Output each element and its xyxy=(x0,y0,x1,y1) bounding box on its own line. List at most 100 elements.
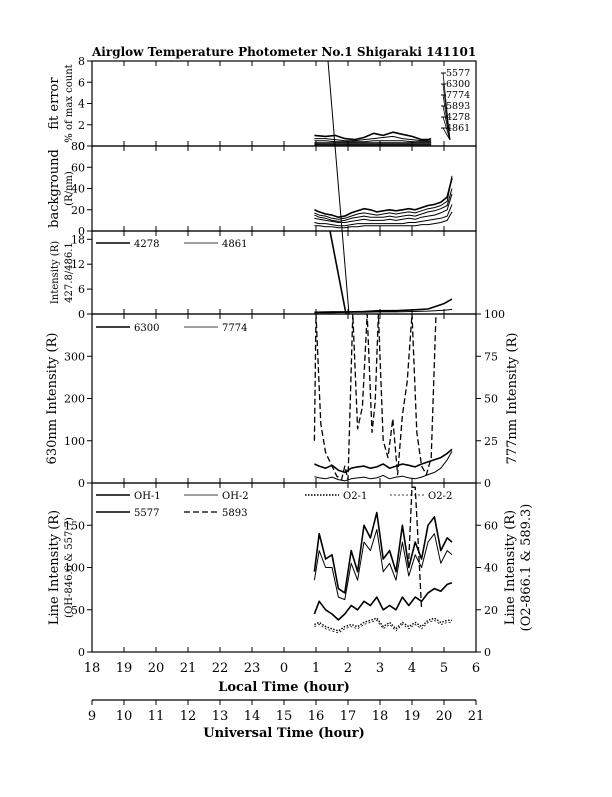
series-line-line-intensity-5893 xyxy=(408,486,423,610)
legend-label: 5893 xyxy=(222,508,247,519)
y-right-tick-label: 100 xyxy=(484,308,505,321)
y-tick-label: 60 xyxy=(71,161,85,174)
y-axis-label-line2: (OH-846.6 & 557.7) xyxy=(64,517,75,618)
series-line-fit-error-2 xyxy=(314,140,432,143)
x-tick-label-ut: 20 xyxy=(436,709,453,724)
series-line-fit-error-1 xyxy=(314,135,432,142)
x-tick-label-ut: 14 xyxy=(244,709,261,724)
y-tick-label: 6 xyxy=(78,283,85,296)
series-line-line-intensity-5577 xyxy=(313,581,453,621)
y-right-tick-label: 60 xyxy=(484,519,498,532)
legend-label: 4278 xyxy=(134,239,159,250)
y-tick-label: 12 xyxy=(71,258,85,271)
x-tick-label-ut: 9 xyxy=(88,709,96,724)
y-tick-label: 80 xyxy=(71,140,85,153)
wavelength-pointer-line xyxy=(442,127,451,141)
series-line-line-intensity-O2-2 xyxy=(314,619,452,634)
x-tick-label-local: 18 xyxy=(84,661,101,676)
x-tick-label-ut: 11 xyxy=(148,709,165,724)
series-line-background-5 xyxy=(314,211,453,229)
y-right-tick-label: 25 xyxy=(484,435,498,448)
y-right-tick-label: 50 xyxy=(484,393,498,406)
y-right-tick-label: 0 xyxy=(484,477,491,490)
y-axis-label: 630nm Intensity (R) xyxy=(45,333,60,465)
y-tick-label: 8 xyxy=(78,55,85,68)
diagonal-trace-line xyxy=(327,60,350,315)
x-tick-label-local: 20 xyxy=(148,661,165,676)
x-tick-label-ut: 19 xyxy=(404,709,421,724)
x-tick-label-ut: 15 xyxy=(276,709,293,724)
wavelength-label: 4278 xyxy=(446,112,470,123)
y-axis-label-line2: 427.8/486.1 xyxy=(64,242,75,303)
x-tick-label-ut: 21 xyxy=(468,709,485,724)
y-tick-label: 6 xyxy=(78,76,85,89)
x-tick-label-local: 6 xyxy=(472,661,480,676)
y-right-tick-label: 0 xyxy=(484,646,491,659)
y-tick-label: 0 xyxy=(78,225,85,238)
y-tick-label: 2 xyxy=(78,119,85,132)
series-line-background-2 xyxy=(314,188,453,222)
x-tick-label-local: 5 xyxy=(440,661,448,676)
x-axis-label-ut: Universal Time (hour) xyxy=(203,726,365,741)
series-line-background-0 xyxy=(314,177,453,218)
panel-frame-fit-error xyxy=(91,60,477,147)
x-tick-label-local: 2 xyxy=(344,661,352,676)
series-line-blue-intensity-4278 xyxy=(314,298,453,314)
y-tick-label: 100 xyxy=(64,562,85,575)
y-tick-label: 0 xyxy=(78,140,85,153)
y-right-tick-label: 20 xyxy=(484,604,498,617)
y-tick-label: 18 xyxy=(71,233,85,246)
wavelength-label: 4861 xyxy=(446,123,470,134)
x-tick-label-local: 22 xyxy=(212,661,229,676)
series-line-red-intensity-2 xyxy=(313,313,437,481)
panel-frame-red-intensity xyxy=(91,313,477,484)
wavelength-label: 6300 xyxy=(446,79,470,90)
legend-label: 5577 xyxy=(134,508,159,519)
y-axis-label-line2: % of max count xyxy=(64,64,75,142)
wavelength-pointer-line xyxy=(442,105,451,141)
y-tick-label: 0 xyxy=(78,308,85,321)
series-line-background-1 xyxy=(314,175,453,220)
y-tick-label: 4 xyxy=(78,98,85,111)
x-tick-label-local: 21 xyxy=(180,661,197,676)
series-line-line-intensity-O2-1 xyxy=(314,617,452,632)
y-tick-label: 50 xyxy=(71,604,85,617)
y-tick-label: 40 xyxy=(71,183,85,196)
y-tick-label: 0 xyxy=(78,646,85,659)
wavelength-label: 7774 xyxy=(446,90,470,101)
x-tick-label-local: 0 xyxy=(280,661,288,676)
x-tick-label-ut: 13 xyxy=(212,709,229,724)
y-tick-label: 20 xyxy=(71,204,85,217)
y-right-axis-label-line2: (O2-866.1 & 589.3) xyxy=(519,504,534,632)
x-tick-label-ut: 16 xyxy=(308,709,325,724)
series-line-background-4 xyxy=(314,204,453,227)
x-tick-label-local: 3 xyxy=(376,661,384,676)
y-tick-label: 150 xyxy=(64,519,85,532)
series-line-blue-intensity-4861 xyxy=(314,308,453,314)
x-tick-label-local: 23 xyxy=(244,661,261,676)
diagonal-trace-line-2 xyxy=(329,230,347,315)
series-line-background-3 xyxy=(314,193,453,223)
y-tick-label: 200 xyxy=(64,393,85,406)
x-tick-label-ut: 18 xyxy=(372,709,389,724)
y-axis-label: Intensity (R) xyxy=(50,241,61,304)
x-tick-label-local: 19 xyxy=(116,661,133,676)
x-tick-label-ut: 10 xyxy=(116,709,133,724)
legend-label: O2-1 xyxy=(343,491,367,502)
legend-label: 4861 xyxy=(222,239,247,250)
series-line-fit-error-0 xyxy=(314,131,432,141)
legend-label: 7774 xyxy=(222,323,247,334)
wavelength-label: 5893 xyxy=(446,101,470,112)
y-axis-label-line2: (R/nm) xyxy=(64,171,75,206)
y-right-axis-label: 777nm Intensity (R) xyxy=(505,333,520,465)
y-axis-label: fit error xyxy=(47,77,62,130)
chart-title: Airglow Temperature Photometer No.1 Shig… xyxy=(91,45,476,59)
y-right-axis-label: Line Intensity (R) xyxy=(503,510,518,625)
x-tick-label-local: 4 xyxy=(408,661,416,676)
series-line-line-intensity-OH-1 xyxy=(313,511,453,594)
wavelength-label: 5577 xyxy=(446,68,470,79)
legend-label: 6300 xyxy=(134,323,159,334)
series-line-line-intensity-OH-2 xyxy=(313,529,453,601)
wavelength-pointer-line xyxy=(442,116,451,141)
